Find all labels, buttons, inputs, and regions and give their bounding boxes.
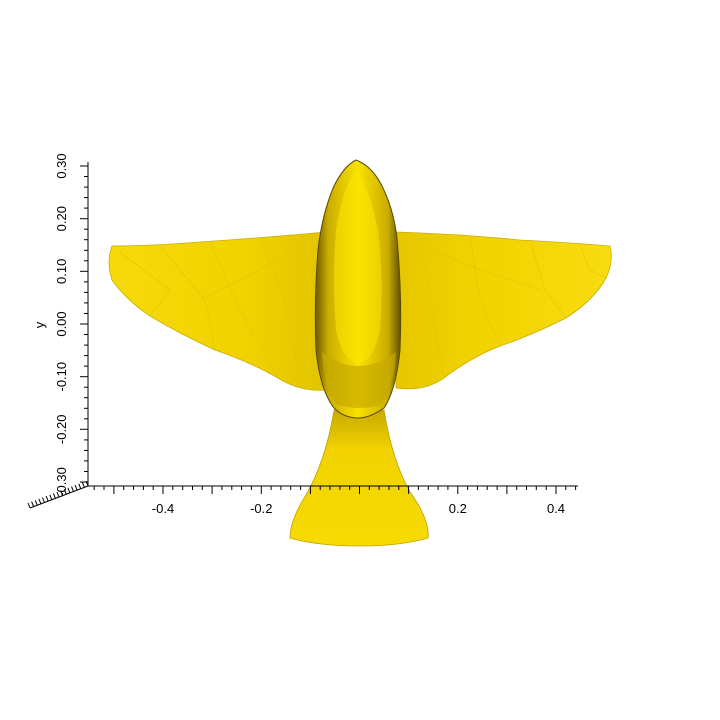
z-minor-tick — [42, 497, 45, 503]
y-axis: 0.30 0.20 0.10 0.00 -0.10 -0.20 -0.30 y — [32, 153, 89, 497]
z-minor-tick — [34, 500, 38, 506]
y-tick-label: 0.10 — [54, 259, 69, 284]
bird-wing-left — [108, 231, 327, 391]
y-tick-label: -0.10 — [54, 362, 69, 392]
y-tick-label: -0.20 — [54, 414, 69, 444]
x-tick-label: -0.2 — [250, 501, 272, 516]
y-axis-label: y — [32, 321, 47, 328]
z-minor-tick — [38, 498, 42, 505]
bird-wing-right — [395, 231, 612, 390]
bird-mesh — [108, 159, 612, 547]
x-tick-label: 0.2 — [449, 501, 467, 516]
y-tick-marks — [80, 165, 88, 483]
z-minor-tick — [45, 495, 49, 502]
x-axis: -0.4 -0.2 0.2 0.4 — [88, 485, 578, 516]
z-minor-tick — [56, 491, 60, 498]
y-tick-label: -0.30 — [54, 467, 69, 497]
x-tick-label: 0.4 — [547, 501, 565, 516]
z-minor-tick — [85, 480, 89, 487]
bird-body-highlight — [334, 170, 382, 364]
z-minor-tick — [78, 483, 82, 489]
y-tick-label: 0.30 — [54, 153, 69, 178]
y-tick-label: 0.00 — [54, 311, 69, 336]
y-tick-label: 0.20 — [54, 206, 69, 231]
z-minor-tick — [52, 493, 56, 499]
bird-belly-shade — [322, 352, 396, 408]
z-minor-tick — [49, 494, 53, 500]
x-tick-labels: -0.4 -0.2 0.2 0.4 — [152, 501, 565, 516]
z-minor-tick — [63, 489, 67, 495]
x-tick-label: -0.4 — [152, 501, 174, 516]
z-tick-marks — [27, 480, 89, 509]
z-minor-tick — [60, 490, 64, 496]
z-minor-tick — [31, 501, 35, 507]
z-minor-tick — [81, 482, 85, 488]
wing-facets — [119, 235, 607, 381]
z-axis — [27, 480, 89, 509]
y-tick-labels: 0.30 0.20 0.10 0.00 -0.10 -0.20 -0.30 — [54, 153, 69, 496]
z-minor-tick — [27, 502, 31, 509]
z-minor-tick — [74, 484, 78, 491]
z-minor-tick — [67, 487, 71, 494]
z-minor-tick — [71, 486, 74, 492]
bird-tail — [289, 409, 429, 547]
x-tick-marks — [93, 486, 577, 494]
